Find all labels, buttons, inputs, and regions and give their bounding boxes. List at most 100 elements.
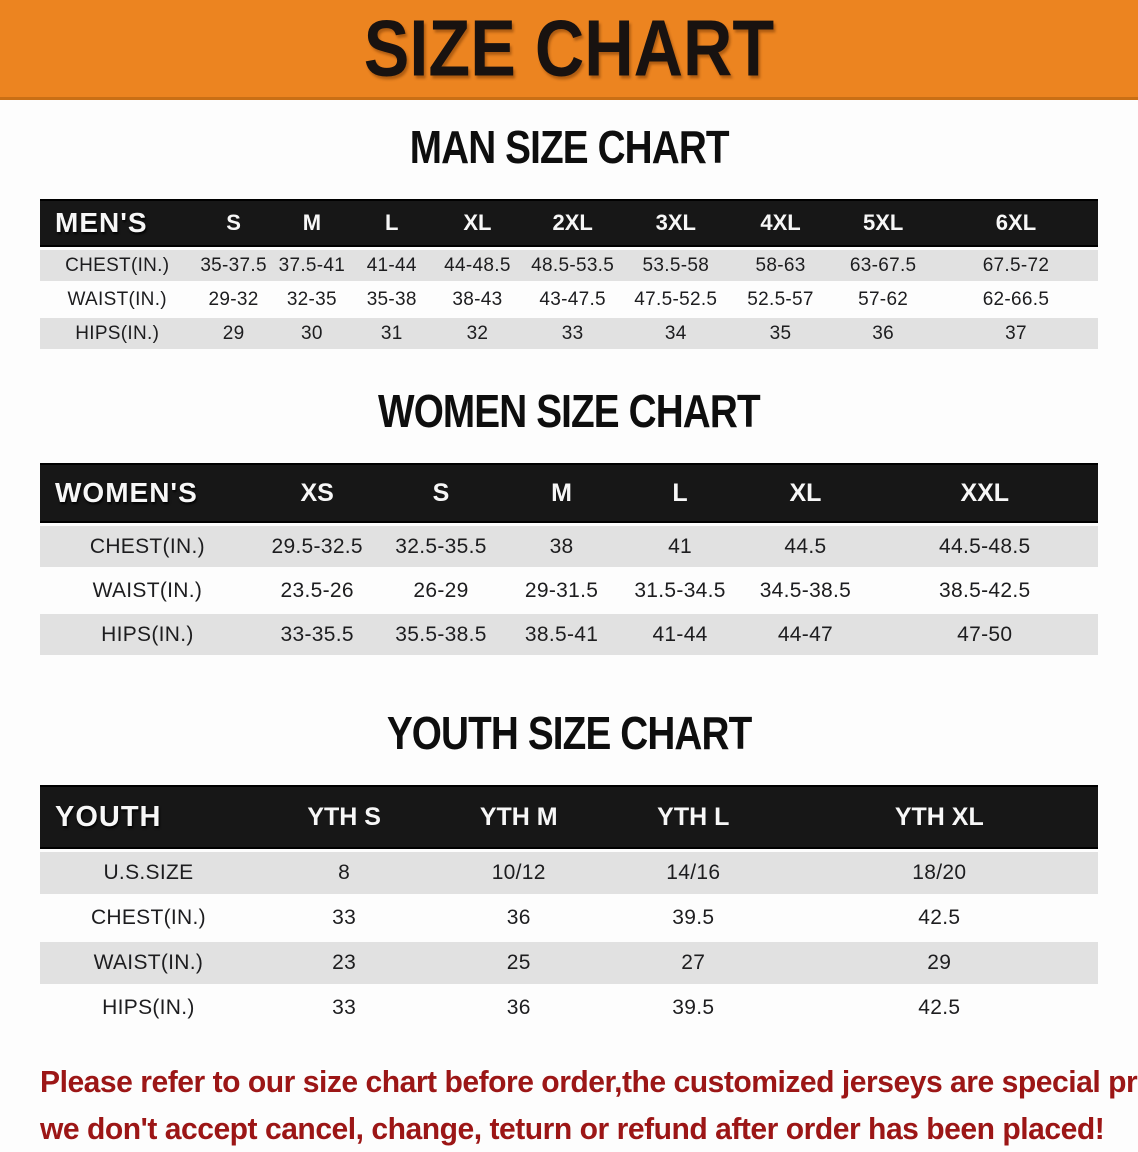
measurement-value: 18/20 [912,861,967,884]
measurement-label: HIPS(IN.) [101,622,194,646]
measurement-value: 33-35.5 [280,622,354,646]
size-column-header: YTH S [256,785,432,849]
measurement-value: 33 [332,996,357,1019]
measurement-value: 35-37.5 [200,254,267,276]
measurement-label: CHEST(IN.) [90,906,206,929]
measurement-value: 29.5-32.5 [271,534,363,558]
measurement-value: 23 [332,951,357,974]
measurement-value: 29 [222,322,245,344]
measurement-value: 25 [506,951,531,974]
measurement-row: U.S.SIZE 8 10/12 14/16 18/20 [40,852,1098,894]
size-column-header: YTH M [431,785,606,849]
size-column-header: M [502,463,621,523]
measurement-value: 67.5-72 [982,254,1050,276]
measurement-value: 26-29 [413,578,469,602]
man-size-chart-title-text: MAN SIZE CHART [409,121,730,174]
measurement-label: CHEST(IN.) [65,254,170,276]
size-column-header: XS [254,463,380,523]
measurement-value: 8 [338,861,351,884]
measurement-row: HIPS(IN.) 29 30 31 32 33 34 35 36 37 [40,318,1098,349]
table-group-label: YOUTH [40,785,257,849]
measurement-value: 47.5-52.5 [634,288,718,310]
womens-size-table: WOMEN'S XS S M L XL XXL CHEST(IN.) 29.5-32.5 32.5… [40,460,1098,658]
size-header-row: WOMEN'S XS S M L XL XXL [40,463,1098,523]
size-column-header: YTH XL [780,785,1098,849]
measurement-row: CHEST(IN.) 35-37.5 37.5-41 41-44 44-48.5 48.5… [40,250,1098,281]
measurement-value: 41-44 [652,622,708,646]
disclaimer: Please refer to our size chart before or… [40,1058,1138,1152]
size-chart-banner: SIZE CHART [0,0,1138,100]
measurement-value: 32.5-35.5 [395,534,487,558]
measurement-value: 38.5-41 [524,622,599,646]
measurement-value: 30 [301,322,323,344]
measurement-value: 63-67.5 [849,254,917,276]
measurement-value: 32-35 [286,288,337,310]
size-header-row: MEN'S S M L XL 2XL 3XL 4XL 5XL 6XL [40,199,1098,247]
measurement-value: 52.5-57 [747,288,814,310]
measurement-label: CHEST(IN.) [89,534,205,558]
measurement-value: 35-38 [366,288,417,310]
measurement-value: 39.5 [672,906,715,929]
measurement-value: 62-66.5 [982,288,1050,310]
size-column-header: L [351,199,433,247]
table-group-label: MEN'S [40,199,195,247]
measurement-value: 36 [872,322,894,344]
measurement-value: 35 [769,322,792,344]
measurement-value: 31.5-34.5 [634,578,726,602]
disclaimer-line-1: Please refer to our size chart before or… [40,1064,1138,1099]
size-column-header: XL [739,463,872,523]
size-column-header: YTH L [606,785,781,849]
measurement-label: WAIST(IN.) [93,951,204,974]
measurement-label: HIPS(IN.) [75,322,160,344]
measurement-value: 44.5-48.5 [939,534,1031,558]
measurement-row: HIPS(IN.) 33-35.5 35.5-38.5 38.5-41 41-44 44-… [40,614,1098,655]
size-column-header: L [620,463,740,523]
measurement-value: 42.5 [918,996,961,1019]
measurement-value: 10/12 [491,861,546,884]
measurement-value: 36 [506,996,531,1019]
measurement-value: 57-62 [858,288,909,310]
measurement-label: HIPS(IN.) [102,996,195,1019]
measurement-label: WAIST(IN.) [92,578,203,602]
measurement-value: 29-32 [208,288,259,310]
measurement-label: WAIST(IN.) [67,288,167,310]
size-column-header: M [272,199,352,247]
measurement-value: 38-43 [452,288,503,310]
measurement-value: 44-47 [777,622,834,646]
measurement-value: 14/16 [666,861,721,884]
measurement-value: 37.5-41 [278,254,346,276]
disclaimer-line-2: we don't accept cancel, change, teturn o… [40,1111,1105,1146]
youth-size-table: YOUTH YTH S YTH M YTH L YTH XL U.S.SIZE 8 10/12… [40,782,1098,1032]
measurement-value: 29 [927,951,952,974]
size-column-header: S [379,463,503,523]
banner-title: SIZE CHART [363,3,775,94]
measurement-value: 41 [668,534,693,558]
women-size-chart-title-text: WOMEN SIZE CHART [378,385,761,438]
size-column-header: 2XL [522,199,623,247]
measurement-value: 33 [561,322,584,344]
measurement-row: HIPS(IN.) 33 36 39.5 42.5 [40,987,1098,1029]
size-column-header: XL [432,199,523,247]
measurement-value: 48.5-53.5 [531,254,615,276]
measurement-value: 41-44 [366,254,417,276]
size-column-header: 4XL [728,199,833,247]
man-size-chart-title: MAN SIZE CHART [0,121,1138,174]
youth-size-chart-title: YOUTH SIZE CHART [0,708,1138,759]
size-column-header: 6XL [933,199,1098,247]
women-size-chart-title: WOMEN SIZE CHART [0,385,1138,438]
measurement-value: 44.5 [784,534,827,558]
measurement-value: 34.5-38.5 [759,578,852,602]
measurement-row: CHEST(IN.) 29.5-32.5 32.5-35.5 38 41 44.5 44.5… [40,526,1098,567]
measurement-value: 34 [664,322,687,344]
measurement-value: 33 [332,906,357,929]
measurement-value: 38 [549,534,574,558]
measurement-value: 27 [681,951,706,974]
measurement-value: 43-47.5 [539,288,606,310]
size-column-header: XXL [871,463,1098,523]
measurement-value: 47-50 [957,622,1013,646]
size-column-header: 3XL [622,199,729,247]
measurement-value: 36 [506,906,531,929]
measurement-value: 31 [380,322,403,344]
size-header-row: YOUTH YTH S YTH M YTH L YTH XL [40,785,1098,849]
measurement-value: 44-48.5 [444,254,511,276]
